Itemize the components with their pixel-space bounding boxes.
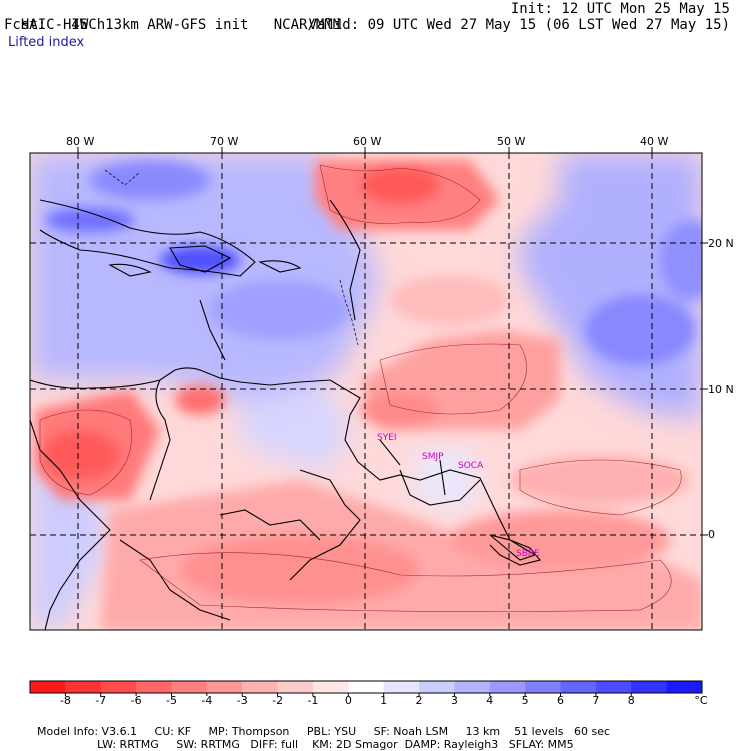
footer-line-1: Model Info: V3.6.1 CU: KF MP: Thompson P… [37, 725, 611, 738]
colorbar-swatch [666, 681, 703, 693]
colorbar-tick-label: 5 [521, 694, 529, 707]
model-title: HAIC-HIWC 13km ARW-GFS init NCAR/MMM [20, 17, 342, 33]
station-sbbe: SBBE [516, 549, 540, 559]
colorbar-swatch [595, 681, 632, 693]
colorbar-tick-label: -6 [130, 694, 142, 707]
colorbar-tick-label: 6 [557, 694, 565, 707]
graticule [30, 153, 702, 630]
colorbar-tick-label: -5 [165, 694, 177, 707]
colorbar-tick-label: 0 [344, 694, 352, 707]
colorbar-tick-label: 2 [415, 694, 423, 707]
init-time: Init: 12 UTC Mon 25 May 15 [510, 1, 730, 17]
colorbar-swatch [454, 681, 491, 693]
colorbar-tick-label: -8 [59, 694, 71, 707]
colorbar-swatch [383, 681, 420, 693]
institution-label: NCAR/MMM [273, 17, 342, 33]
lat-label-0: 0 [708, 528, 715, 541]
lon-label-60w: 60 W [353, 135, 382, 148]
colorbar-tick-label: -7 [95, 694, 107, 707]
colorbar-swatch [525, 681, 562, 693]
colorbar-swatch [65, 681, 102, 693]
colorbar-swatch [30, 681, 66, 693]
colorbar-swatch [631, 681, 668, 693]
colorbar-tick-label: 8 [627, 694, 635, 707]
station-smjp: SMJP [422, 452, 444, 462]
colorbar-tick-label: -1 [307, 694, 319, 707]
colorbar-swatch [277, 681, 314, 693]
colorbar-swatch [206, 681, 243, 693]
colorbar-tick-label: 4 [486, 694, 494, 707]
colorbar-tick-label: 7 [592, 694, 600, 707]
lon-label-40w: 40 W [640, 135, 669, 148]
colorbar-swatch [489, 681, 526, 693]
forecast-hour: Fcst: 45 h [4, 17, 106, 33]
lat-label-10n: 10 N [708, 383, 734, 396]
lat-label-20n: 20 N [708, 237, 734, 250]
station-soca: SOCA [458, 461, 484, 471]
colorbar-tick-label: -3 [236, 694, 248, 707]
colorbar-swatch [171, 681, 208, 693]
field-shading [30, 153, 702, 630]
lon-label-80w: 80 W [66, 135, 95, 148]
colorbar-swatch [560, 681, 597, 693]
colorbar-swatch [100, 681, 137, 693]
lon-label-70w: 70 W [210, 135, 239, 148]
colorbar-swatch [242, 681, 279, 693]
colorbar-unit: °C [694, 694, 708, 707]
colorbar-swatch [348, 681, 385, 693]
colorbar [29, 680, 703, 696]
colorbar-swatch [419, 681, 455, 693]
colorbar-tick-label: 3 [450, 694, 458, 707]
colorbar-tick-label: 1 [380, 694, 388, 707]
lon-label-50w: 50 W [497, 135, 526, 148]
valid-time: Valid: 09 UTC Wed 27 May 15 (06 LST Wed … [308, 17, 730, 33]
colorbar-swatch [136, 681, 172, 693]
station-syei: SYEI [377, 433, 397, 443]
field-name: Lifted index [8, 35, 85, 50]
footer-line-2: LW: RRTMG SW: RRTMG DIFF: full KM: 2D Sm… [97, 738, 574, 751]
colorbar-tick-label: -2 [272, 694, 284, 707]
colorbar-tick-label: -4 [201, 694, 213, 707]
colorbar-swatch [312, 681, 349, 693]
